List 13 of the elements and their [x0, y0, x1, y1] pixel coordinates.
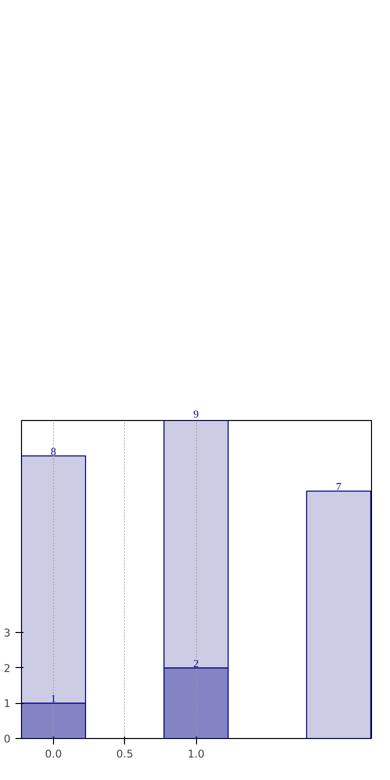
data-label: 1 [50, 694, 56, 706]
y-tick-label: 0 [4, 732, 11, 746]
y-tick-label: 2 [4, 662, 10, 675]
y-tick-label: 1 [4, 697, 10, 710]
x-tick-label: 0.5 [116, 748, 134, 760]
data-label: 2 [193, 658, 199, 670]
x-tick-label: 1.0 [188, 748, 205, 760]
x-tick-label: 0.0 [44, 748, 62, 760]
total-label: 9 [193, 410, 199, 420]
total-label: 7 [336, 482, 342, 494]
total-label: 8 [50, 446, 56, 458]
y-tick-label: 3 [4, 626, 10, 640]
bar [306, 490, 372, 738]
